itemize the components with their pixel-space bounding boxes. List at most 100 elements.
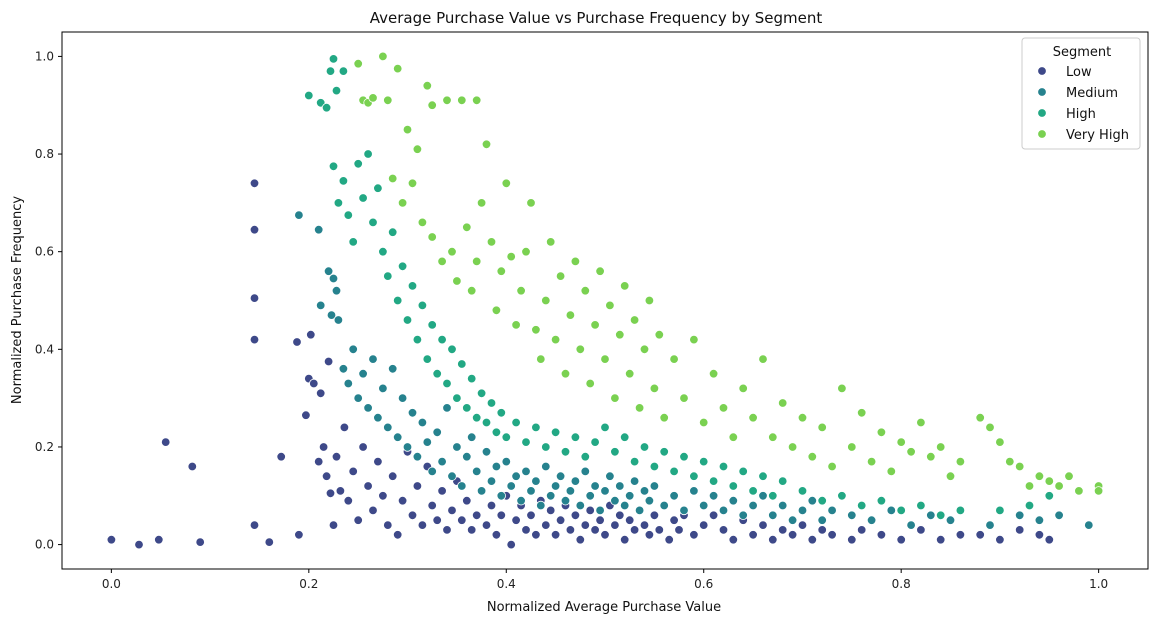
data-point — [615, 481, 625, 491]
data-point — [353, 515, 363, 525]
data-point — [570, 256, 581, 267]
data-point — [847, 510, 857, 521]
data-point — [437, 486, 447, 496]
series-high — [304, 54, 1055, 521]
data-point — [486, 237, 497, 247]
data-point — [427, 466, 437, 477]
data-point — [1024, 500, 1035, 511]
data-point — [472, 466, 482, 477]
data-point — [1034, 471, 1045, 481]
data-point — [595, 266, 605, 276]
data-point — [1054, 510, 1064, 521]
data-point — [373, 413, 383, 423]
data-point — [669, 515, 679, 525]
data-point — [679, 505, 689, 516]
data-point — [338, 66, 349, 76]
data-point — [412, 481, 423, 491]
data-point — [309, 378, 319, 389]
data-point — [481, 447, 492, 457]
data-point — [1044, 476, 1055, 486]
legend-label: Very High — [1066, 128, 1129, 143]
data-point — [331, 85, 342, 96]
data-point — [595, 515, 605, 525]
data-point — [758, 520, 768, 530]
data-point — [748, 486, 758, 496]
data-point — [249, 224, 260, 235]
data-point — [797, 505, 808, 516]
data-point — [639, 486, 650, 496]
y-axis-label: Normalized Purchase Frequency — [10, 196, 25, 404]
data-point — [383, 520, 393, 530]
data-point — [639, 344, 650, 355]
data-point — [570, 476, 581, 486]
data-point — [325, 488, 336, 499]
data-point — [580, 520, 591, 530]
data-point — [476, 388, 487, 399]
data-point — [817, 525, 827, 535]
data-point — [550, 481, 561, 491]
data-point — [1093, 486, 1104, 496]
data-point — [605, 300, 615, 311]
data-point — [427, 320, 437, 330]
data-point — [187, 461, 198, 472]
data-point — [708, 510, 719, 521]
data-point — [511, 417, 521, 428]
data-point — [328, 273, 339, 284]
data-point — [1015, 525, 1025, 535]
data-point — [397, 496, 408, 506]
data-point — [339, 422, 350, 433]
data-point — [521, 466, 531, 477]
data-point — [629, 525, 640, 535]
data-point — [555, 271, 566, 281]
data-point — [486, 398, 497, 408]
data-point — [343, 378, 354, 389]
data-point — [916, 417, 926, 428]
data-point — [728, 432, 739, 442]
data-point — [546, 491, 556, 501]
data-point — [615, 510, 625, 521]
data-point — [689, 471, 699, 481]
data-point — [975, 530, 985, 540]
data-point — [639, 442, 650, 452]
data-point — [321, 471, 332, 481]
data-point — [659, 447, 669, 457]
data-point — [417, 417, 428, 428]
y-tick-label: 0.6 — [35, 245, 54, 259]
data-point — [363, 481, 373, 491]
data-point — [565, 525, 576, 535]
data-point — [1054, 481, 1064, 491]
data-point — [768, 535, 778, 545]
data-point — [644, 295, 655, 306]
data-point — [886, 505, 897, 516]
data-point — [481, 417, 492, 428]
data-point — [452, 393, 462, 403]
data-point — [634, 403, 645, 413]
data-point — [531, 530, 541, 540]
data-point — [699, 500, 709, 511]
data-point — [393, 530, 403, 540]
data-point — [388, 227, 398, 237]
data-point — [427, 100, 437, 110]
data-point — [328, 520, 339, 530]
data-point — [388, 173, 398, 184]
data-point — [570, 510, 581, 521]
data-point — [659, 500, 669, 511]
data-point — [318, 442, 329, 452]
data-point — [906, 447, 916, 457]
data-point — [620, 281, 630, 291]
points-layer — [106, 51, 1104, 550]
data-point — [649, 510, 660, 521]
legend-label: Medium — [1066, 86, 1118, 101]
data-point — [689, 486, 699, 496]
data-point — [620, 432, 630, 442]
data-point — [546, 237, 556, 247]
data-point — [708, 369, 719, 379]
data-point — [422, 354, 433, 364]
data-point — [857, 525, 867, 535]
data-point — [886, 466, 897, 477]
data-point — [555, 515, 566, 525]
data-point — [536, 500, 546, 511]
data-point — [516, 286, 526, 296]
data-point — [916, 500, 926, 511]
data-point — [615, 330, 625, 340]
